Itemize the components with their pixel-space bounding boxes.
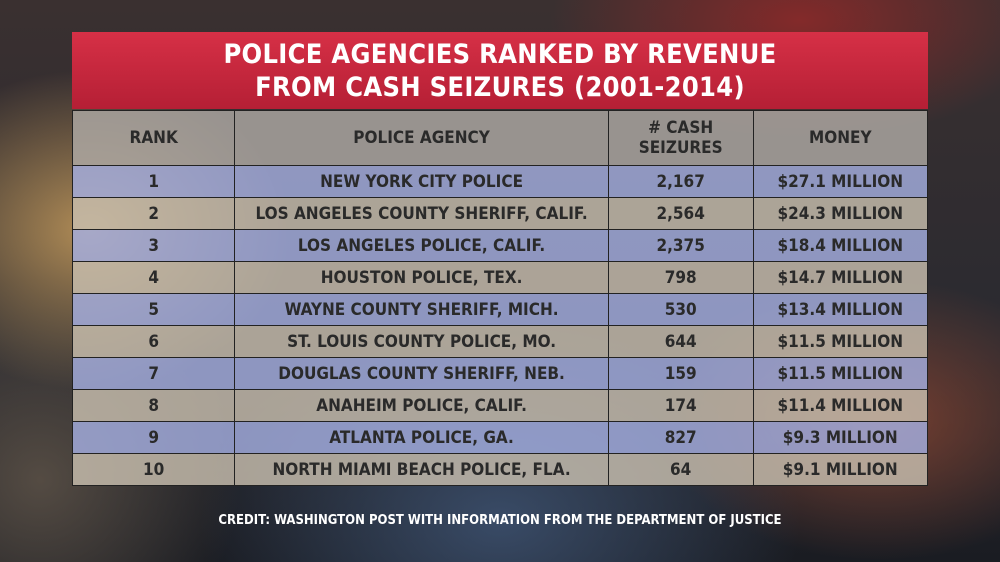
rankings-table: RANK POLICE AGENCY # CASH SEIZURES MONEY… [71, 110, 929, 486]
table-row: 5 WAYNE COUNTY SHERIFF, MICH. 530 $13.4 MIL… [71, 293, 929, 326]
title-line-1: POLICE AGENCIES RANKED BY REVENUE [223, 39, 777, 70]
rank-cell: 1 [71, 165, 236, 198]
money-cell: $9.3 MILLION [752, 421, 929, 454]
money-cell: $14.7 MILLION [752, 261, 929, 294]
table-row: 3 LOS ANGELES POLICE, CALIF. 2,375 $18.4 MI… [71, 229, 929, 262]
seizures-cell: 798 [607, 261, 754, 294]
seizures-cell: 2,167 [607, 165, 754, 198]
agency-cell: DOUGLAS COUNTY SHERIFF, NEB. [234, 357, 609, 390]
rank-cell: 7 [71, 357, 236, 390]
table-row: 10 NORTH MIAMI BEACH POLICE, FLA. 64 $9.1 M… [71, 453, 929, 486]
money-cell: $11.5 MILLION [752, 325, 929, 358]
rank-cell: 5 [71, 293, 236, 326]
rank-cell: 4 [71, 261, 236, 294]
table-row: 9 ATLANTA POLICE, GA. 827 $9.3 MILLION [71, 421, 929, 454]
rank-cell: 6 [71, 325, 236, 358]
rank-cell: 2 [71, 197, 236, 230]
seizures-cell: 64 [607, 453, 754, 486]
agency-cell: LOS ANGELES POLICE, CALIF. [234, 229, 609, 262]
money-cell: $27.1 MILLION [752, 165, 929, 198]
agency-cell: NORTH MIAMI BEACH POLICE, FLA. [234, 453, 609, 486]
seizures-cell: 530 [607, 293, 754, 326]
money-cell: $18.4 MILLION [752, 229, 929, 262]
table-row: 1 NEW YORK CITY POLICE 2,167 $27.1 MILLION [71, 165, 929, 198]
table-row: 7 DOUGLAS COUNTY SHERIFF, NEB. 159 $11.5 MI… [71, 357, 929, 390]
title-banner: POLICE AGENCIES RANKED BY REVENUE FROM C… [72, 32, 928, 109]
table-row: 2 LOS ANGELES COUNTY SHERIFF, CALIF. 2,564… [71, 197, 929, 230]
agency-cell: LOS ANGELES COUNTY SHERIFF, CALIF. [234, 197, 609, 230]
rank-cell: 10 [71, 453, 236, 486]
header-agency: POLICE AGENCY [234, 110, 609, 166]
seizures-cell: 2,375 [607, 229, 754, 262]
money-cell: $24.3 MILLION [752, 197, 929, 230]
table-row: 8 ANAHEIM POLICE, CALIF. 174 $11.4 MILLION [71, 389, 929, 422]
agency-cell: WAYNE COUNTY SHERIFF, MICH. [234, 293, 609, 326]
seizures-cell: 159 [607, 357, 754, 390]
money-cell: $11.4 MILLION [752, 389, 929, 422]
money-cell: $9.1 MILLION [752, 453, 929, 486]
agency-cell: ANAHEIM POLICE, CALIF. [234, 389, 609, 422]
table-row: 6 ST. LOUIS COUNTY POLICE, MO. 644 $11.5 MI… [71, 325, 929, 358]
seizures-cell: 827 [607, 421, 754, 454]
title-line-2: FROM CASH SEIZURES (2001-2014) [255, 72, 745, 103]
money-cell: $11.5 MILLION [752, 357, 929, 390]
rank-cell: 9 [71, 421, 236, 454]
agency-cell: ST. LOUIS COUNTY POLICE, MO. [234, 325, 609, 358]
rank-cell: 8 [71, 389, 236, 422]
rank-cell: 3 [71, 229, 236, 262]
header-rank: RANK [71, 110, 236, 166]
header-seizures: # CASH SEIZURES [607, 110, 754, 166]
header-money: MONEY [752, 110, 929, 166]
agency-cell: HOUSTON POLICE, TEX. [234, 261, 609, 294]
seizures-cell: 2,564 [607, 197, 754, 230]
credit-text: CREDIT: WASHINGTON POST WITH INFORMATION… [218, 513, 782, 528]
table-row: 4 HOUSTON POLICE, TEX. 798 $14.7 MILLION [71, 261, 929, 294]
agency-cell: NEW YORK CITY POLICE [234, 165, 609, 198]
header-row: RANK POLICE AGENCY # CASH SEIZURES MONEY [71, 110, 929, 166]
header-seizures-text: # CASH SEIZURES [638, 118, 723, 158]
agency-cell: ATLANTA POLICE, GA. [234, 421, 609, 454]
money-cell: $13.4 MILLION [752, 293, 929, 326]
seizures-cell: 174 [607, 389, 754, 422]
seizures-cell: 644 [607, 325, 754, 358]
